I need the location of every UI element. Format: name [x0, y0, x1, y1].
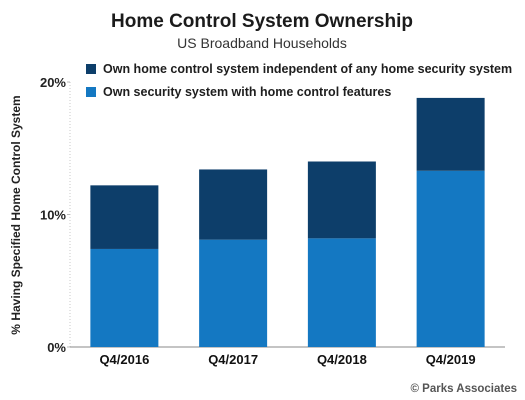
y-tick-label: 20% — [40, 75, 66, 90]
legend-swatch-security — [86, 87, 96, 97]
chart-title: Home Control System Ownership — [111, 11, 413, 32]
bar-security-Q4/2019 — [416, 170, 485, 347]
bars — [90, 97, 485, 347]
y-tick-label: 0% — [47, 340, 66, 355]
bar-independent-Q4/2019 — [416, 97, 485, 171]
bar-independent-Q4/2017 — [199, 169, 268, 240]
y-axis-label: % Having Specified Home Control System — [9, 95, 23, 334]
x-tick-label: Q4/2016 — [99, 352, 149, 367]
bar-security-Q4/2017 — [199, 239, 268, 347]
y-tick-label: 10% — [40, 208, 66, 223]
legend: Own home control system independent of a… — [86, 62, 512, 99]
bar-independent-Q4/2018 — [307, 161, 376, 239]
x-tick-labels: Q4/2016 Q4/2017 Q4/2018 Q4/2019 — [99, 352, 475, 367]
source-credit: © Parks Associates — [411, 383, 518, 395]
x-tick-label: Q4/2017 — [208, 352, 258, 367]
chart-subtitle: US Broadband Households — [177, 35, 347, 51]
x-tick-label: Q4/2018 — [317, 352, 367, 367]
legend-label-independent: Own home control system independent of a… — [103, 62, 512, 76]
x-tick-label: Q4/2019 — [426, 352, 476, 367]
bar-independent-Q4/2016 — [90, 185, 159, 249]
legend-swatch-independent — [86, 64, 96, 74]
bar-security-Q4/2016 — [90, 248, 159, 347]
y-ticks: 0% 10% 20% — [40, 75, 70, 355]
bar-security-Q4/2018 — [307, 238, 376, 347]
legend-label-security: Own security system with home control fe… — [103, 85, 391, 99]
